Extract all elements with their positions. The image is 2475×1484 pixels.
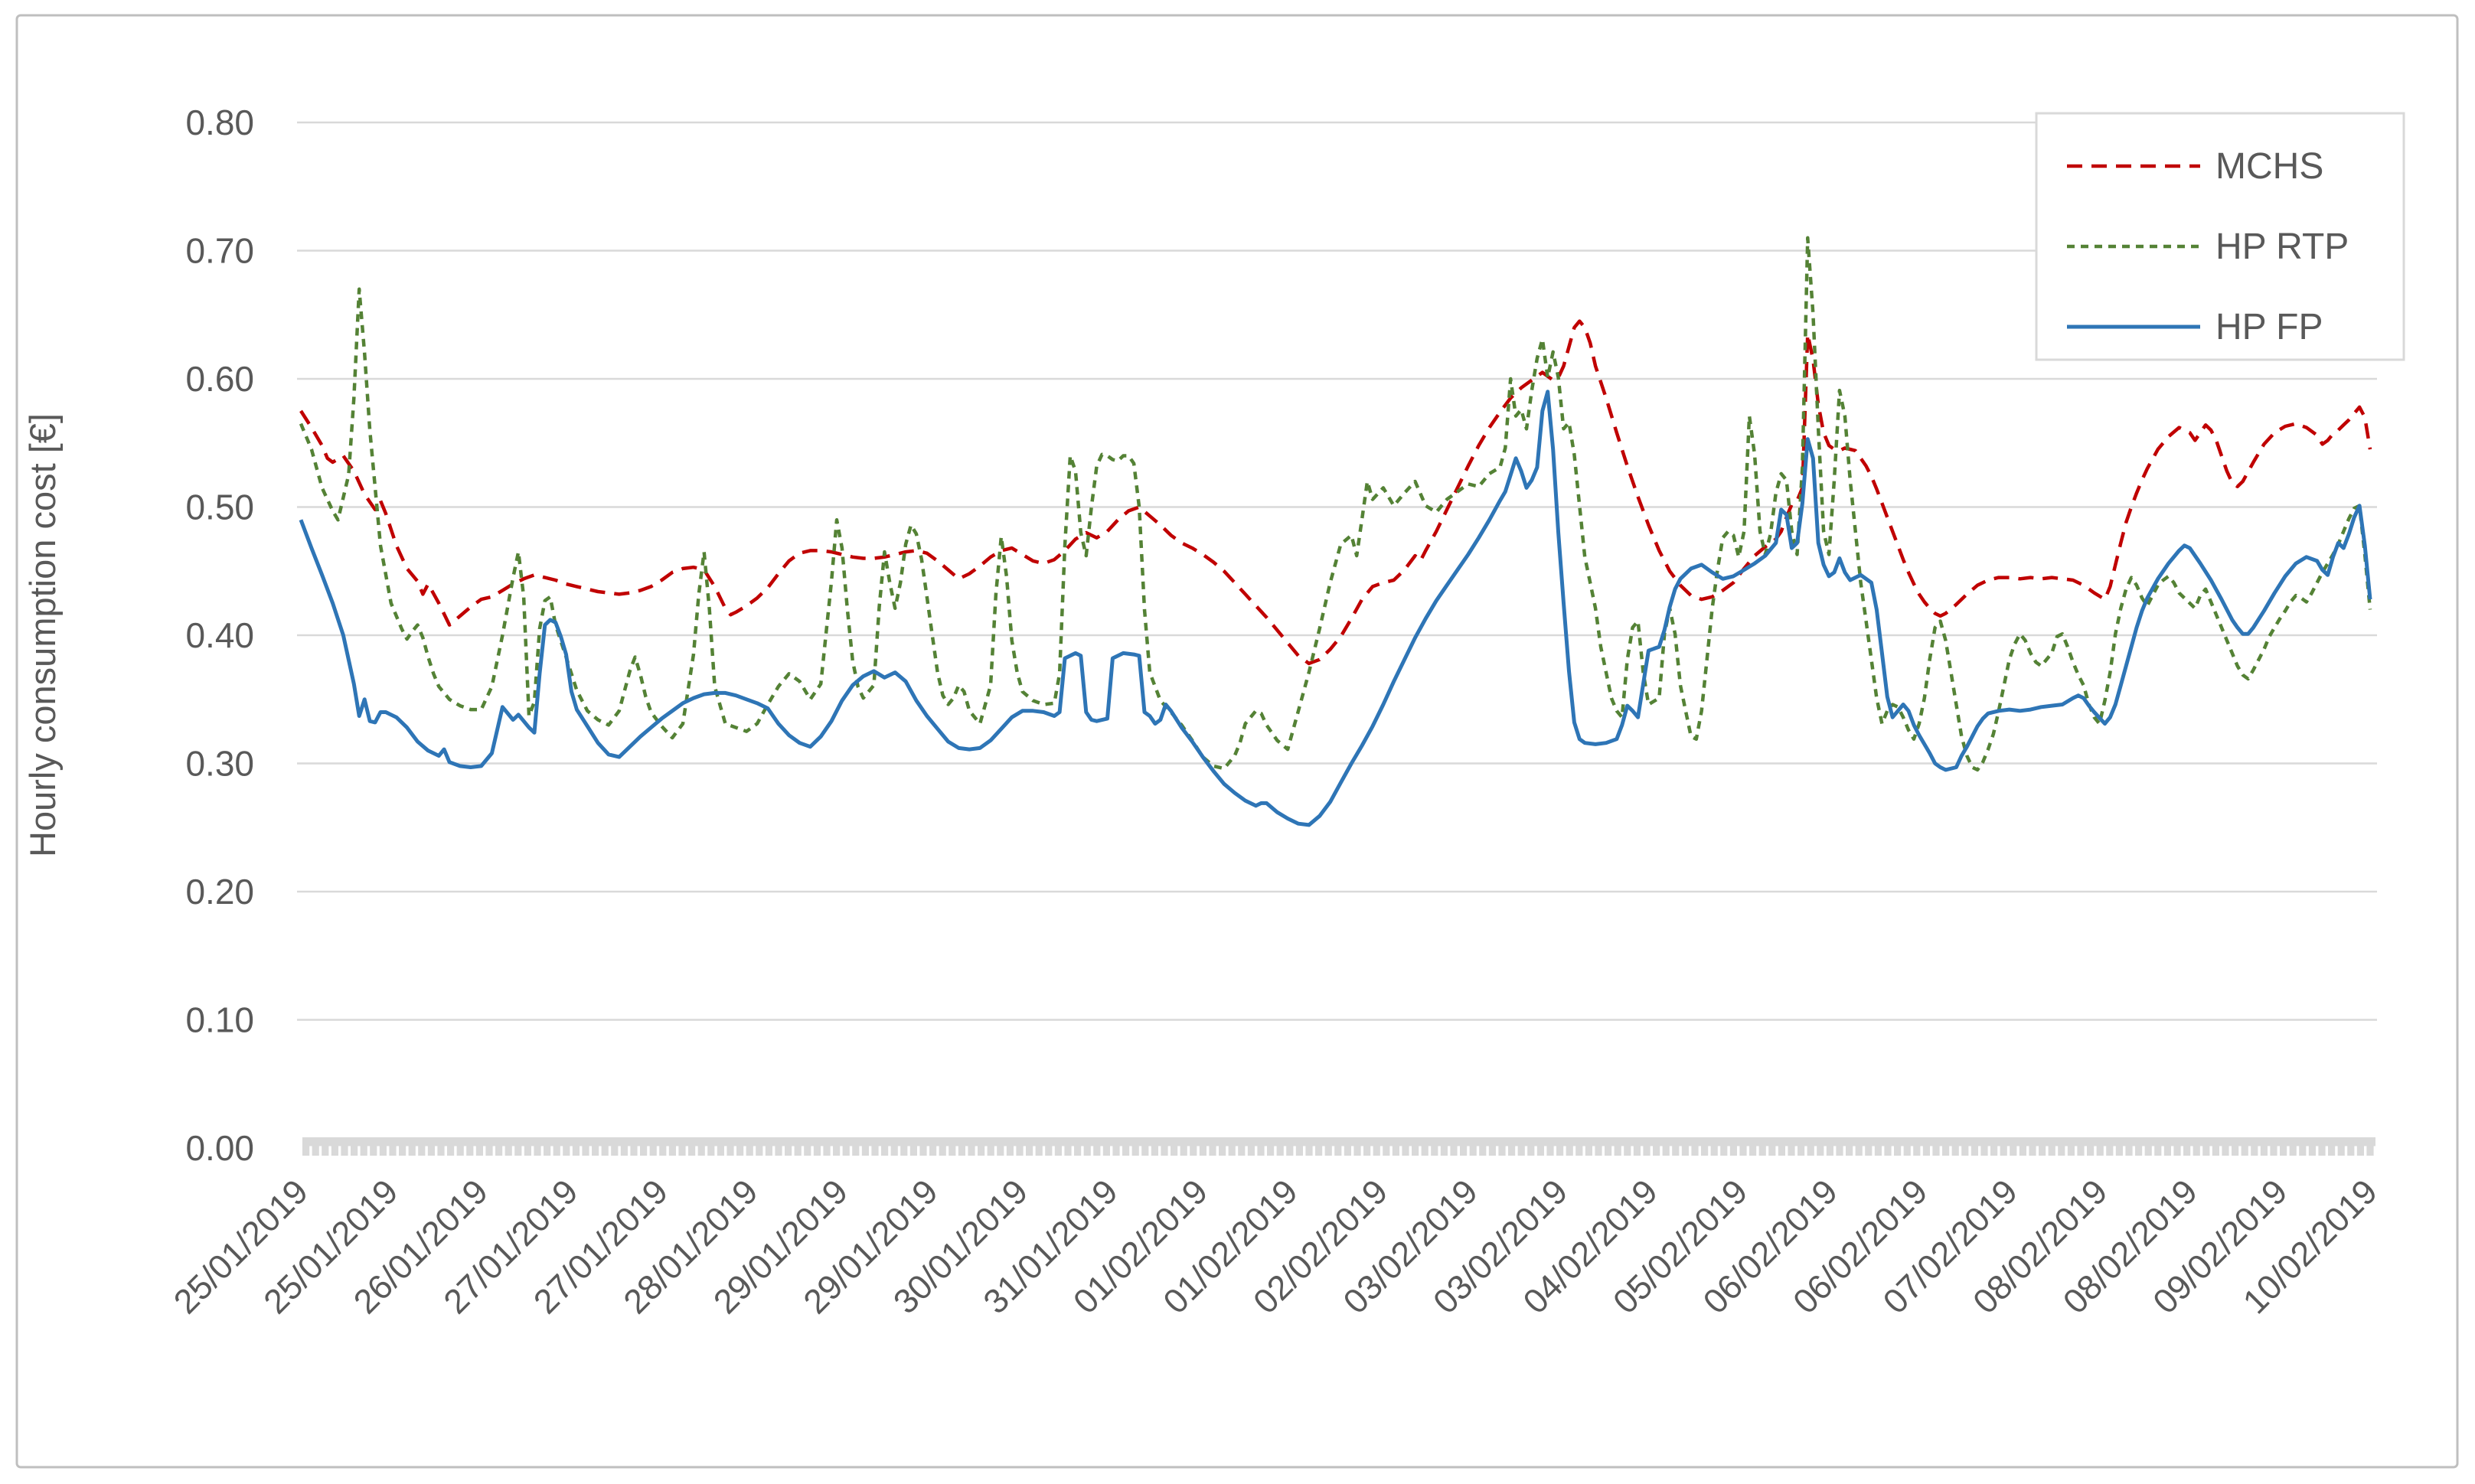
legend: MCHS HP RTP HP FP <box>2035 112 2405 361</box>
legend-label-mchs: MCHS <box>2215 146 2323 187</box>
y-tick-label-0.70: 0.70 <box>185 231 254 271</box>
y-tick-label-0.60: 0.60 <box>185 359 254 399</box>
x-axis-tick-ruler <box>302 1137 2375 1156</box>
series-line-mchs <box>299 319 2372 666</box>
y-tick-label-0.80: 0.80 <box>185 103 254 142</box>
y-axis-title: Hourly consumption cost [€] <box>22 413 63 857</box>
y-axis-labels: 0.00 0.10 0.20 0.30 0.40 0.50 0.60 0.70 0.80 <box>185 103 254 1168</box>
legend-box <box>2035 112 2405 361</box>
y-tick-label-0.50: 0.50 <box>185 488 254 527</box>
y-tick-label-0.30: 0.30 <box>185 744 254 784</box>
y-tick-label-0.10: 0.10 <box>185 1000 254 1040</box>
legend-label-hp-fp: HP FP <box>2215 307 2323 347</box>
y-tick-label-0.40: 0.40 <box>185 615 254 655</box>
y-tick-label-0.20: 0.20 <box>185 872 254 912</box>
series-line-hp-fp <box>299 390 2372 827</box>
legend-label-hp-rtp: HP RTP <box>2215 227 2349 267</box>
figure-border <box>15 14 2459 1469</box>
gridlines <box>297 121 2377 1021</box>
series-lines <box>299 236 2372 827</box>
y-tick-label-0.00: 0.00 <box>185 1128 254 1168</box>
